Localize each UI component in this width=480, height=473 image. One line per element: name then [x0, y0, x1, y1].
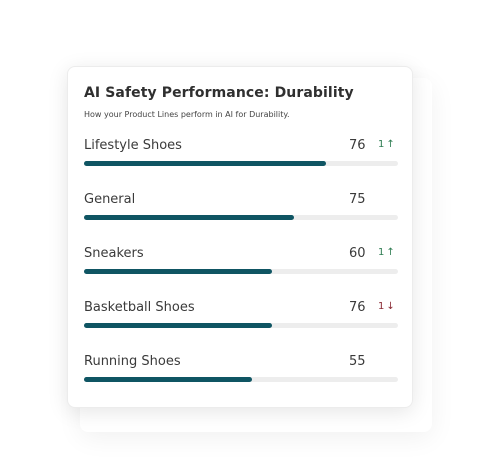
- product-line-label: General: [84, 192, 136, 207]
- change-value: 1: [378, 139, 385, 150]
- score-bar-fill: [84, 215, 295, 220]
- score-value: 76: [349, 138, 366, 153]
- change-value: 1: [378, 247, 385, 258]
- score-bar-track: [84, 269, 398, 274]
- score-bar-track: [84, 215, 398, 220]
- product-line-label: Basketball Shoes: [84, 300, 195, 315]
- product-line-label: Running Shoes: [84, 354, 181, 369]
- score-value: 60: [349, 246, 366, 261]
- product-line-row-basketball-shoes: Basketball Shoes 76 1 ↓: [84, 297, 398, 351]
- score-change: 1 ↑: [378, 139, 395, 150]
- score-change: 1 ↑: [378, 247, 395, 258]
- score-bar-fill: [84, 269, 273, 274]
- product-line-list: Lifestyle Shoes 76 1 ↑ General 75 Sneaker…: [84, 135, 398, 405]
- performance-card: AI Safety Performance: Durability How yo…: [67, 66, 413, 408]
- product-line-row-running-shoes: Running Shoes 55: [84, 351, 398, 405]
- score-bar-track: [84, 323, 398, 328]
- score-bar-track: [84, 377, 398, 382]
- score-value: 75: [349, 192, 366, 207]
- arrow-up-icon: ↑: [386, 247, 395, 258]
- card-subtitle: How your Product Lines perform in AI for…: [84, 110, 290, 119]
- change-value: 1: [378, 301, 385, 312]
- arrow-up-icon: ↑: [386, 139, 395, 150]
- arrow-down-icon: ↓: [386, 301, 395, 312]
- product-line-label: Sneakers: [84, 246, 144, 261]
- score-change: 1 ↓: [378, 301, 395, 312]
- score-bar-fill: [84, 161, 326, 166]
- score-bar-fill: [84, 323, 273, 328]
- card-title: AI Safety Performance: Durability: [84, 85, 354, 101]
- score-bar-track: [84, 161, 398, 166]
- score-value: 76: [349, 300, 366, 315]
- score-bar-fill: [84, 377, 252, 382]
- product-line-row-general: General 75: [84, 189, 398, 243]
- product-line-row-lifestyle-shoes: Lifestyle Shoes 76 1 ↑: [84, 135, 398, 189]
- score-value: 55: [349, 354, 366, 369]
- product-line-row-sneakers: Sneakers 60 1 ↑: [84, 243, 398, 297]
- product-line-label: Lifestyle Shoes: [84, 138, 182, 153]
